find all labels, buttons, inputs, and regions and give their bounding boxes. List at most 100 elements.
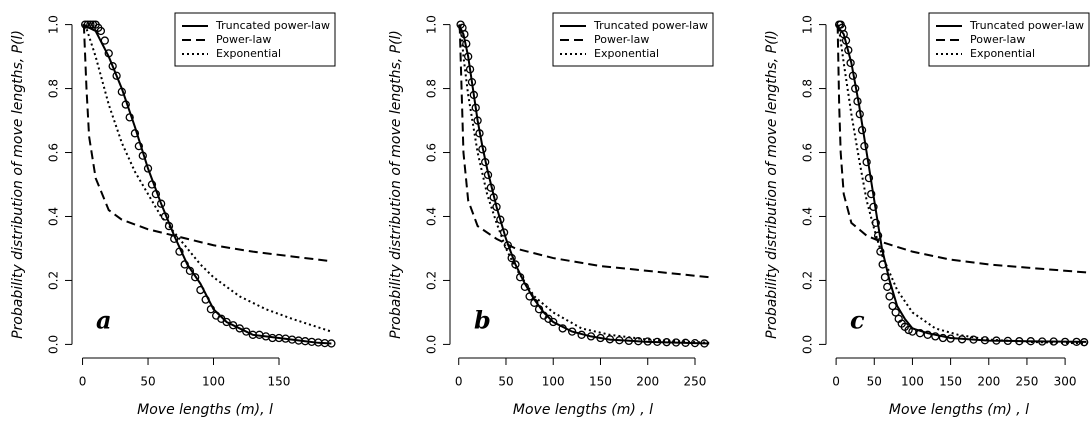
y-axis-label: Probability distribution of move lengths… [764,30,780,339]
observed-point [465,65,475,74]
observed-point [242,327,251,336]
observed-point [170,234,179,244]
observed-point [915,329,925,338]
observed-point [871,218,880,228]
panel: 0.0 0.2 0.4 0.6 0.8 1.0 0 50 100 150 200 250 300 Move… [764,12,1090,418]
observed-point [634,337,643,346]
x-tick-label: 50 [140,375,155,389]
observed-point [160,212,170,221]
observed-point [980,336,990,345]
curve [835,23,1087,343]
observed-point [475,129,484,138]
y-tick-label: 0.0 [425,335,439,354]
y-tick-label: 1.0 [425,15,439,34]
x-tick-label: 300 [1054,375,1077,389]
observed-point [862,157,871,167]
x-tick-label: 200 [636,375,659,389]
observed-point [878,260,887,269]
observed-point [112,71,121,80]
observed-point [860,141,869,151]
y-tick-label: 0.8 [47,79,61,98]
observed-point [201,295,210,304]
observed-point [478,145,487,154]
observed-point [100,36,109,45]
observed-point [904,325,913,335]
observed-point [969,335,978,344]
x-tick-label: 250 [1015,375,1038,389]
observed-point [175,247,184,256]
curve [82,24,332,263]
observed-point [596,333,605,343]
observed-point [143,164,153,173]
observed-point [471,103,480,112]
y-tick-label: 0.0 [47,335,61,354]
observed-point [992,336,1001,345]
curve [458,24,710,279]
observed-point [1003,336,1013,346]
y-tick-label: 0.2 [47,271,61,290]
observed-point [653,337,662,346]
legend-label: Truncated power-law [593,19,708,32]
panel-letter: a [96,306,112,335]
y-tick-label: 1.0 [801,15,815,34]
observed-point [671,338,681,347]
observed-point [467,78,477,87]
x-tick-label: 50 [498,375,513,389]
observed-point [104,49,113,58]
observed-point [876,247,885,256]
observed-point [624,336,633,346]
observed-point [867,189,876,199]
observed-point [883,282,892,291]
observed-point [86,20,95,29]
y-axis-label: Probability distribution of move lengths… [388,30,404,339]
observed-point [117,87,126,96]
observed-point [700,339,709,348]
observed-point [864,173,874,183]
observed-point [147,180,157,189]
observed-point [180,260,189,269]
observed-point [908,327,917,336]
observed-point [489,193,498,202]
observed-point [229,321,238,330]
legend-label: Power-law [594,33,649,46]
observed-point [946,334,955,343]
observed-point [1049,337,1058,346]
observed-point [464,52,473,61]
x-tick-label: 150 [589,375,612,389]
observed-point [534,305,544,314]
observed-point [880,273,890,282]
y-tick-label: 1.0 [47,15,61,34]
x-tick-label: 0 [79,375,87,389]
y-tick-label: 0.6 [801,143,815,162]
x-axis-label: Move lengths (m), l [137,402,273,418]
x-tick-label: 100 [542,375,565,389]
x-axis-label: Move lengths (m) , l [513,402,653,418]
observed-point [931,332,940,341]
observed-point [460,30,469,39]
legend-label: Power-law [970,33,1025,46]
legend-label: Truncated power-law [969,19,1084,32]
observed-point [486,183,496,192]
observed-point [483,170,493,180]
legend-label: Exponential [970,47,1035,60]
x-tick-label: 100 [901,375,924,389]
observed-point [605,335,615,344]
observed-point [873,231,883,240]
observed-point [586,332,596,341]
observed-point [1060,337,1070,346]
curve [82,23,332,345]
observed-point [577,330,586,339]
observed-point [681,338,690,347]
observed-point [549,317,558,327]
legend-label: Exponential [216,47,281,60]
y-tick-label: 0.2 [425,271,439,290]
legend-label: Truncated power-law [215,19,330,32]
observed-point [888,301,897,311]
observed-point [473,116,482,125]
x-tick-label: 0 [455,375,463,389]
observed-point [525,292,534,301]
y-tick-label: 0.2 [801,271,815,290]
observed-point [327,339,336,348]
x-tick-label: 50 [867,375,882,389]
